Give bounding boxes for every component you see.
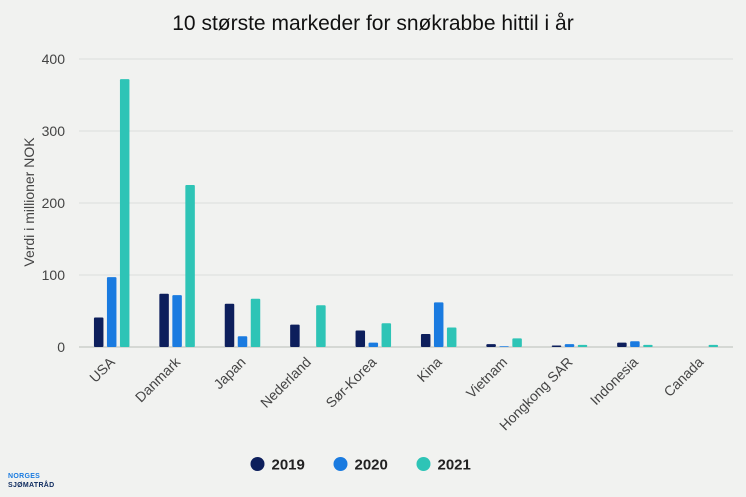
bar (381, 323, 392, 347)
legend-item[interactable]: 2019 (250, 457, 305, 474)
bar (420, 334, 431, 347)
x-tick-label: Vietnam (463, 354, 510, 401)
bar (617, 342, 627, 347)
x-tick-label: Japan (210, 354, 248, 392)
bar (290, 324, 300, 347)
bar (577, 344, 588, 347)
bar (119, 79, 130, 347)
y-tick-label: 100 (42, 267, 66, 283)
legend-item[interactable]: 2021 (416, 457, 471, 474)
bar (643, 344, 653, 347)
y-tick-label: 0 (57, 339, 65, 355)
bar (250, 298, 261, 347)
bar (93, 317, 104, 347)
x-tick-label: USA (86, 353, 118, 385)
legend-item[interactable]: 2020 (333, 457, 388, 474)
bar (433, 302, 444, 347)
bars (93, 79, 719, 347)
legend-label: 2019 (272, 457, 305, 474)
x-tick-label: Kina (414, 354, 445, 385)
x-tick-label: Canada (660, 354, 706, 400)
x-tick-label: Sør-Korea (322, 354, 379, 411)
bar (551, 345, 562, 347)
x-tick-labels: USA Danmark Japan Nederland Sør-Korea Kina Vie… (86, 353, 706, 433)
bar (486, 344, 496, 347)
logo-line-2: SJØMATRÅD (8, 482, 55, 489)
bar (368, 342, 379, 347)
x-tick-label: Nederland (257, 354, 314, 411)
bar (185, 185, 195, 347)
y-tick-label: 200 (42, 195, 66, 211)
bar (564, 344, 575, 347)
y-axis-label: Verdi i millioner NOK (21, 137, 37, 267)
bar (237, 336, 248, 347)
bar (172, 295, 182, 347)
bar (159, 293, 169, 347)
legend-label: 2021 (438, 457, 471, 474)
bar (512, 338, 522, 347)
bar (499, 346, 509, 347)
bar (355, 330, 366, 347)
x-tick-label: Danmark (132, 353, 184, 405)
bar (446, 327, 457, 347)
legend[interactable]: 2019 2020 2021 (250, 457, 471, 474)
bar (106, 277, 117, 347)
bar (224, 303, 235, 347)
legend-label: 2020 (355, 457, 388, 474)
legend-swatch (416, 457, 431, 471)
bar (630, 341, 640, 347)
bar (316, 305, 326, 347)
bar (708, 344, 719, 347)
y-tick-label: 400 (42, 51, 66, 67)
norges-sjomatrad-logo: NORGES SJØMATRÅD (8, 472, 55, 490)
y-tick-labels: 0 100 200 300 400 (42, 51, 66, 355)
legend-swatch (250, 457, 265, 471)
logo-line-1: NORGES (8, 473, 41, 480)
chart-title: 10 største markeder for snøkrabbe hittil… (172, 12, 573, 35)
x-tick-label: Indonesia (587, 354, 641, 408)
legend-swatch (333, 457, 348, 471)
y-tick-label: 300 (42, 123, 66, 139)
